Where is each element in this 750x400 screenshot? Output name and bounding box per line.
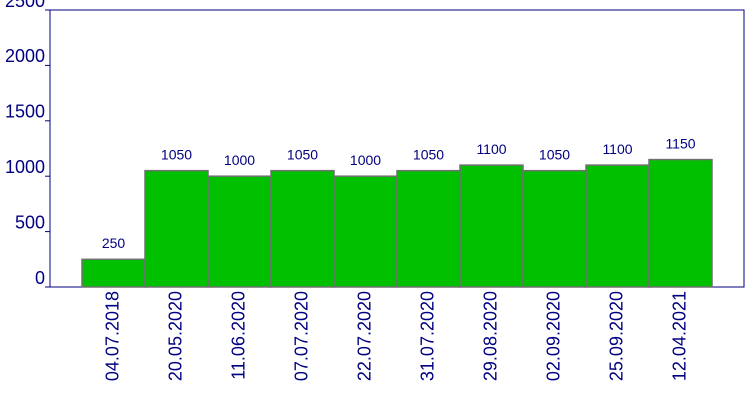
y-tick-label: 1500 xyxy=(5,102,45,122)
value-label: 1050 xyxy=(539,146,570,162)
y-tick-label: 1000 xyxy=(5,157,45,177)
x-tick-label: 11.06.2020 xyxy=(228,291,248,380)
value-label: 1150 xyxy=(665,135,695,151)
y-tick-label: 0 xyxy=(35,268,45,288)
x-tick-label: 20.05.2020 xyxy=(165,291,185,381)
x-tick-label: 04.07.2018 xyxy=(102,291,122,381)
x-tick-label: 02.09.2020 xyxy=(543,291,563,381)
x-tick-label: 22.07.2020 xyxy=(354,291,374,381)
value-label: 1050 xyxy=(161,146,192,162)
bar xyxy=(144,169,209,288)
bar xyxy=(585,164,650,288)
y-tick-label: 2000 xyxy=(5,46,45,66)
value-label: 1050 xyxy=(287,146,318,162)
bar xyxy=(396,169,461,288)
bar xyxy=(270,169,335,288)
x-tick-label: 25.09.2020 xyxy=(606,291,626,381)
bar xyxy=(207,175,272,288)
x-tick-label: 29.08.2020 xyxy=(480,291,500,381)
value-label: 1100 xyxy=(476,141,506,157)
bar xyxy=(459,164,524,288)
x-tick-label: 12.04.2021 xyxy=(669,291,689,381)
value-label: 1050 xyxy=(413,146,444,162)
bar xyxy=(333,175,398,288)
y-tick-label: 500 xyxy=(15,212,45,232)
value-label: 250 xyxy=(102,235,126,251)
y-tick-label: 2500 xyxy=(5,0,45,11)
bar xyxy=(81,258,146,288)
bar xyxy=(522,169,587,288)
x-tick-label: 31.07.2020 xyxy=(417,291,437,381)
x-tick-label: 07.07.2020 xyxy=(291,291,311,381)
value-label: 1000 xyxy=(224,152,255,168)
value-label: 1100 xyxy=(602,141,632,157)
value-label: 1000 xyxy=(350,152,381,168)
bar xyxy=(648,158,713,288)
